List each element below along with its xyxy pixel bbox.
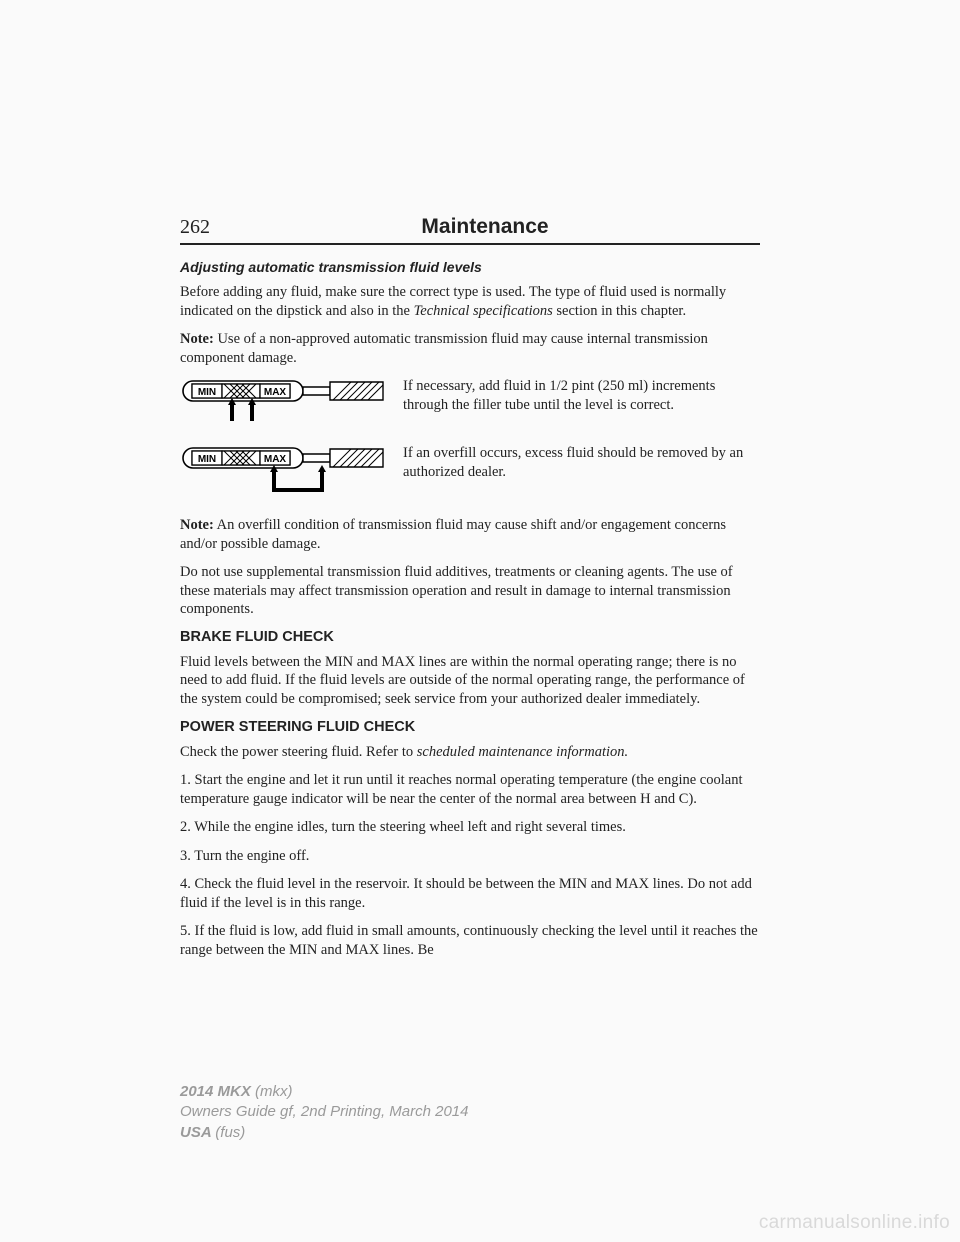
step-paragraph: 3. Turn the engine off. xyxy=(180,847,760,866)
footer-model: 2014 MKX xyxy=(180,1083,255,1100)
footer-code: (mkx) xyxy=(255,1083,293,1100)
note-paragraph: Note: An overfill condition of transmiss… xyxy=(180,516,760,553)
text-italic: Technical specifications xyxy=(414,303,553,319)
section-heading-power-steering: POWER STEERING FLUID CHECK xyxy=(180,719,760,735)
bracket-connector xyxy=(272,488,324,492)
section-heading-adjusting: Adjusting automatic transmission fluid l… xyxy=(180,259,760,275)
max-label: MAX xyxy=(264,387,287,398)
dipstick-icon: MIN MAX xyxy=(180,377,385,432)
header-title: Maintenance xyxy=(210,215,760,239)
min-label: MIN xyxy=(198,387,216,398)
step-paragraph: 5. If the fluid is low, add fluid in sma… xyxy=(180,922,760,959)
section-heading-brake: BRAKE FLUID CHECK xyxy=(180,629,760,645)
page-header: 262 Maintenance xyxy=(180,215,760,245)
dipstick-figure-correct: MIN MAX xyxy=(180,377,385,432)
note-text: An overfill condition of transmission fl… xyxy=(180,517,726,552)
footer-code: (fus) xyxy=(215,1124,245,1141)
watermark: carmanualsonline.info xyxy=(759,1212,950,1234)
figure-block-2: MIN MAX xyxy=(180,444,760,504)
text-italic: scheduled maintenance information. xyxy=(417,744,628,760)
page-footer: 2014 MKX (mkx) Owners Guide gf, 2nd Prin… xyxy=(180,1082,469,1143)
dipstick-icon: MIN MAX xyxy=(180,444,385,504)
page-content: 262 Maintenance Adjusting automatic tran… xyxy=(180,215,760,969)
figure-caption: If an overfill occurs, excess fluid shou… xyxy=(403,444,760,481)
footer-line-2: Owners Guide gf, 2nd Printing, March 201… xyxy=(180,1102,469,1122)
note-text: Use of a non-approved automatic transmis… xyxy=(180,331,708,366)
step-paragraph: 2. While the engine idles, turn the stee… xyxy=(180,818,760,837)
paragraph: Before adding any fluid, make sure the c… xyxy=(180,283,760,320)
arrow-up-icon xyxy=(318,465,326,488)
step-paragraph: 1. Start the engine and let it run until… xyxy=(180,771,760,808)
hatch-pattern xyxy=(222,384,260,398)
footer-line-3: USA (fus) xyxy=(180,1123,469,1143)
note-label: Note: xyxy=(180,331,214,347)
dipstick-figure-overfill: MIN MAX xyxy=(180,444,385,504)
paragraph: Fluid levels between the MIN and MAX lin… xyxy=(180,653,760,709)
text-run: section in this chapter. xyxy=(553,303,686,319)
paragraph: Do not use supplemental transmission flu… xyxy=(180,563,760,619)
footer-line-1: 2014 MKX (mkx) xyxy=(180,1082,469,1102)
paragraph: Check the power steering fluid. Refer to… xyxy=(180,743,760,762)
max-label: MAX xyxy=(264,454,287,465)
footer-region: USA xyxy=(180,1124,215,1141)
figure-block-1: MIN MAX xyxy=(180,377,760,432)
figure-caption: If necessary, add fluid in 1/2 pint (250… xyxy=(403,377,760,414)
step-paragraph: 4. Check the fluid level in the reservoi… xyxy=(180,875,760,912)
min-label: MIN xyxy=(198,454,216,465)
note-paragraph: Note: Use of a non-approved automatic tr… xyxy=(180,330,760,367)
note-label: Note: xyxy=(180,517,214,533)
text-run: Check the power steering fluid. Refer to xyxy=(180,744,417,760)
page-number: 262 xyxy=(180,216,210,239)
